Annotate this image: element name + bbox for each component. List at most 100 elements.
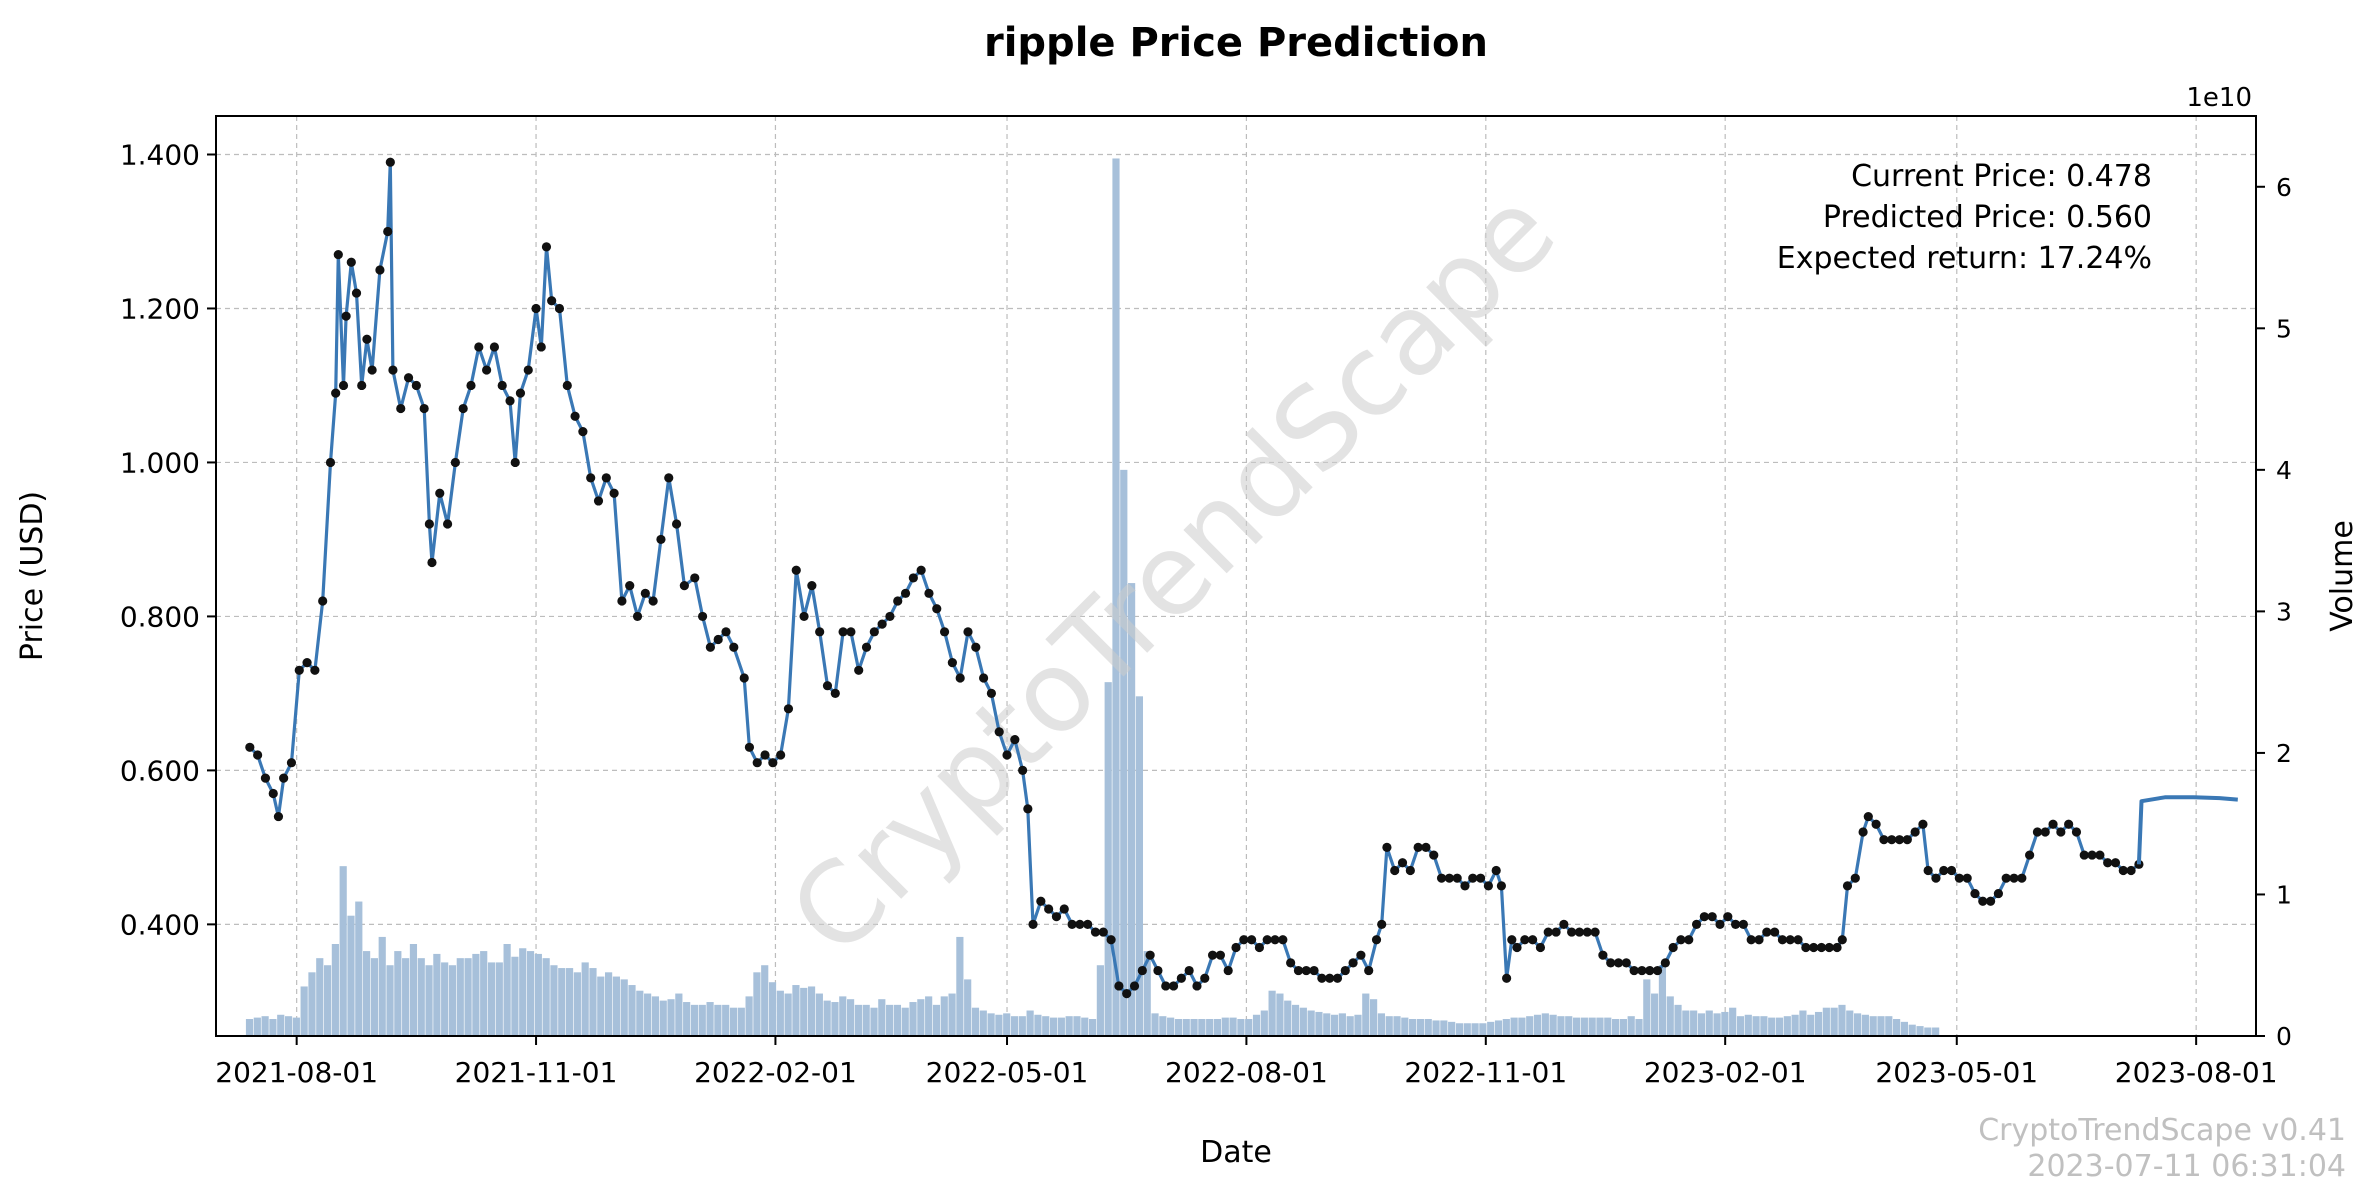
price-marker <box>1507 935 1517 945</box>
volume-bar <box>1627 1016 1635 1036</box>
volume-bar <box>1424 1019 1432 1036</box>
price-marker <box>411 380 421 391</box>
price-marker <box>617 596 627 606</box>
price-marker <box>632 611 643 622</box>
volume-bar <box>323 965 332 1036</box>
price-marker <box>1129 981 1140 991</box>
price-marker <box>1377 919 1387 929</box>
price-marker <box>2017 873 2027 883</box>
price-marker <box>1512 942 1522 953</box>
chart-title: ripple Price Prediction <box>984 20 1488 66</box>
price-marker <box>1520 935 1530 945</box>
price-marker <box>1332 973 1343 983</box>
volume-bar <box>901 1007 909 1036</box>
price-marker <box>1036 896 1046 906</box>
price-marker <box>570 411 580 421</box>
volume-bar <box>1409 1019 1417 1036</box>
volume-bar <box>753 972 761 1036</box>
price-marker <box>1738 919 1748 929</box>
price-marker <box>1413 842 1423 852</box>
price-marker <box>1161 981 1171 991</box>
price-marker <box>1317 973 1327 983</box>
volume-bar <box>1237 1019 1245 1036</box>
volume-bar <box>1783 1016 1791 1036</box>
volume-bar <box>292 1017 300 1036</box>
price-marker <box>253 750 263 760</box>
volume-bar <box>1401 1017 1409 1036</box>
price-marker <box>554 303 565 314</box>
price-marker <box>1543 927 1553 937</box>
price-marker <box>1978 896 1988 906</box>
price-marker <box>1215 950 1225 960</box>
volume-bar <box>644 993 652 1036</box>
price-marker <box>1567 927 1577 937</box>
volume-bar <box>1143 951 1151 1036</box>
volume-bar <box>1440 1020 1448 1036</box>
volume-bar <box>831 1002 839 1036</box>
price-marker <box>1985 896 1996 906</box>
volume-bar <box>1182 1019 1190 1036</box>
volume-bar <box>1104 682 1112 1036</box>
prediction-series <box>2136 795 2238 865</box>
price-marker <box>2032 827 2043 837</box>
price-marker <box>760 750 770 760</box>
price-marker <box>1364 965 1374 976</box>
price-marker <box>1970 888 1980 899</box>
price-marker <box>1871 819 1881 829</box>
price-marker <box>1325 973 1335 983</box>
volume-bar <box>1463 1023 1471 1036</box>
volume-bar <box>1206 1019 1214 1036</box>
price-marker <box>427 557 437 568</box>
price-marker <box>2095 850 2105 860</box>
watermark: CryptoTrendScape <box>766 166 1581 981</box>
volume-bar <box>1729 1007 1737 1036</box>
price-marker <box>357 380 367 391</box>
volume-bar <box>1885 1016 1893 1036</box>
price-marker <box>900 588 911 598</box>
volume-bar <box>815 993 823 1036</box>
volume-bar <box>1057 1017 1065 1036</box>
volume-bar <box>1362 993 1370 1036</box>
volume-bar <box>870 1007 878 1036</box>
price-marker <box>1801 942 1811 953</box>
price-marker <box>536 342 546 352</box>
price-marker <box>799 611 809 622</box>
volume-bar <box>1697 1013 1706 1036</box>
volume-bar <box>363 951 371 1036</box>
price-marker <box>1652 965 1663 976</box>
x-tick-label: 2021-08-01 <box>215 1056 378 1089</box>
y-axis-ticks: 0.400 0.600 0.800 1.000 1.200 1.400 <box>120 138 216 941</box>
price-marker <box>1793 935 1803 945</box>
price-marker <box>664 473 674 483</box>
volume-bar <box>706 1002 714 1036</box>
price-marker <box>671 519 682 529</box>
price-marker <box>1460 881 1470 891</box>
volume-bar <box>917 999 925 1036</box>
volume-bar <box>1330 1014 1339 1036</box>
price-marker <box>807 581 817 591</box>
price-marker <box>419 403 429 414</box>
volume-bar <box>792 985 800 1036</box>
volume-bar <box>1924 1027 1932 1036</box>
volume-bar <box>1151 1013 1159 1036</box>
price-marker <box>515 388 526 398</box>
price-marker <box>2001 873 2011 883</box>
price-marker <box>1168 981 1179 991</box>
price-marker <box>1746 935 1756 945</box>
price-marker <box>541 242 552 252</box>
volume-bar <box>316 958 324 1036</box>
price-marker <box>1278 935 1288 945</box>
volume-bar <box>1908 1024 1916 1036</box>
volume-bar <box>519 948 527 1036</box>
price-marker <box>1910 827 1920 837</box>
volume-bar <box>1393 1016 1401 1036</box>
volume-bar <box>1088 1019 1097 1036</box>
expected-return-label: Expected return: 17.24% <box>1777 241 2152 276</box>
volume-bar <box>1611 1019 1620 1036</box>
volume-bar <box>1167 1017 1175 1036</box>
volume-bar <box>659 1000 667 1036</box>
price-marker <box>286 758 297 768</box>
volume-bar <box>308 972 316 1036</box>
y-tick-label: 1.000 <box>120 446 200 479</box>
price-marker <box>877 619 887 629</box>
